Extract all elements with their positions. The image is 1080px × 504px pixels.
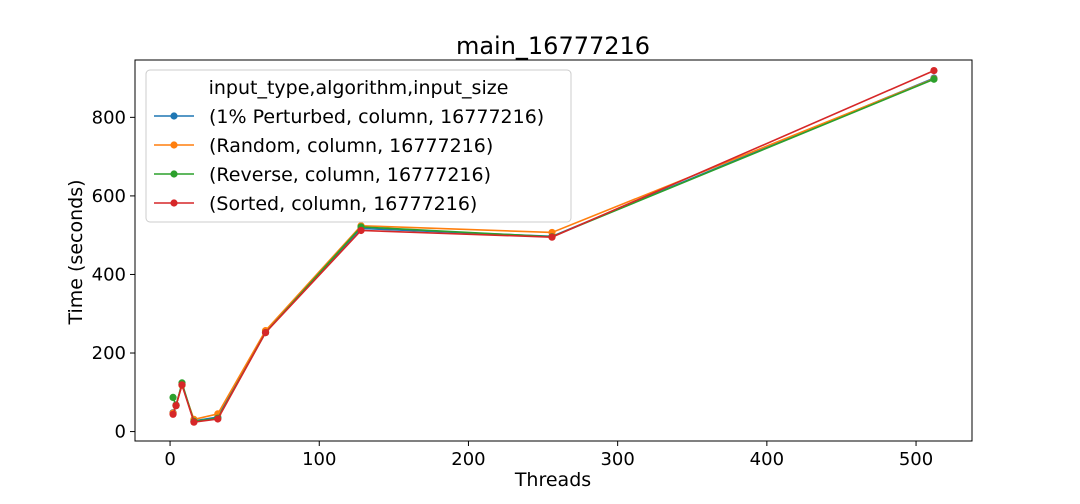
data-point (930, 67, 938, 75)
data-point (357, 226, 365, 235)
x-tick-label: 300 (600, 449, 634, 470)
legend-item: (Reverse, column, 16777216) (154, 164, 491, 186)
data-point (930, 75, 938, 83)
legend-label: (Random, column, 16777216) (209, 135, 493, 157)
legend-label: (1% Perturbed, column, 16777216) (209, 106, 544, 128)
x-tick-label: 200 (451, 449, 485, 470)
x-tick-label: 500 (899, 449, 933, 470)
legend-swatch-marker (170, 141, 178, 149)
data-point (261, 328, 270, 337)
y-tick-label: 400 (92, 264, 126, 285)
legend-item: (Sorted, column, 16777216) (154, 193, 477, 215)
axes-frame (134, 59, 973, 442)
y-tick-label: 600 (92, 186, 126, 207)
y-tick-label: 0 (115, 422, 126, 443)
y-axis-label: Time (seconds) (65, 179, 87, 325)
legend-swatch-marker (170, 199, 178, 207)
legend-item: (Random, column, 16777216) (154, 135, 493, 157)
data-point (178, 381, 186, 389)
legend-label: (Sorted, column, 16777216) (209, 193, 477, 215)
chart-title: main_16777216 (456, 32, 650, 60)
legend-item: (1% Perturbed, column, 16777216) (154, 106, 544, 128)
x-axis-label: Threads (514, 469, 591, 491)
data-point (190, 418, 198, 426)
series-4 (169, 67, 938, 426)
legend-box (145, 69, 572, 223)
x-tick-label: 100 (302, 449, 336, 470)
y-tick-label: 800 (92, 107, 126, 128)
data-point (169, 393, 177, 402)
data-point (172, 402, 180, 410)
legend-title: input_type,algorithm,input_size (209, 77, 509, 99)
data-point (169, 410, 177, 418)
legend-label: (Reverse, column, 16777216) (209, 164, 491, 186)
x-tick-label: 0 (164, 449, 175, 470)
data-point (214, 415, 222, 423)
plot-area: 0 100 200 300 400 500 0 200 400 600 800 (92, 59, 973, 470)
x-tick-label: 400 (750, 449, 784, 470)
legend-swatch-marker (170, 170, 178, 178)
y-tick-label: 200 (92, 343, 126, 364)
legend: input_type,algorithm,input_size (1% Pertu… (145, 69, 572, 223)
data-point (548, 233, 556, 241)
legend-swatch-marker (170, 112, 178, 120)
